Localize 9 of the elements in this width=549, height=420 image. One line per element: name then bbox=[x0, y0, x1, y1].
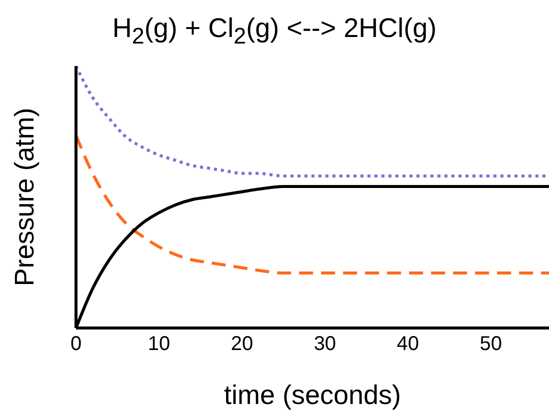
x-tick-label: 10 bbox=[148, 333, 170, 356]
y-axis-title: Pressure (atm) bbox=[10, 108, 40, 286]
chart-title: H$_{2}$(g) + Cl$_{2}$(g) <--> 2HCl(g) bbox=[111, 12, 438, 50]
x-tick-label: 50 bbox=[480, 333, 502, 356]
x-tick-label: 40 bbox=[396, 333, 420, 356]
x-tick-label: 30 bbox=[314, 333, 336, 356]
x-tick-label: 20 bbox=[230, 333, 254, 356]
x-axis-title: time (seconds) bbox=[224, 380, 402, 410]
x-tick-label: 0 bbox=[70, 333, 82, 356]
